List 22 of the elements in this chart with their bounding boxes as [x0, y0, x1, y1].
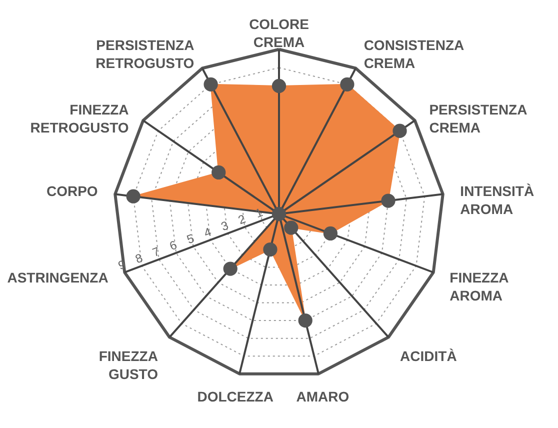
spoke-label: CONSISTENZA CREMA [364, 36, 464, 71]
y-tick-label: 9 [116, 257, 128, 273]
y-tick-label: 1 [253, 205, 265, 221]
spoke-label: PERSISTENZA CREMA [429, 102, 528, 136]
y-tick-label: 7 [150, 244, 162, 260]
spoke-label: COLORE CREMA [249, 16, 309, 50]
spoke-label: ACIDITÀ [400, 348, 457, 364]
y-tick-label: 8 [133, 250, 145, 266]
spoke-label: DOLCEZZA [197, 388, 274, 405]
y-tick-label: 6 [168, 238, 180, 254]
spoke-label: FINEZZA RETROGUSTO [30, 102, 129, 136]
spoke-label: ASTRINGENZA [7, 270, 108, 286]
spoke-label: AMARO [296, 388, 350, 405]
spoke-label: PERSISTENZA RETROGUSTO [96, 36, 194, 71]
spoke-label: FINEZZA GUSTO [98, 348, 158, 382]
y-tick-label: 3 [219, 218, 231, 234]
spoke-label: FINEZZA AROMA [450, 270, 509, 304]
spoke-label: INTENSITÀ AROMA [460, 183, 534, 218]
y-tick-label: 4 [202, 224, 214, 240]
y-tick-label: 5 [184, 231, 196, 247]
y-tick-label: 2 [236, 212, 248, 228]
spoke-label: CORPO [46, 183, 98, 200]
